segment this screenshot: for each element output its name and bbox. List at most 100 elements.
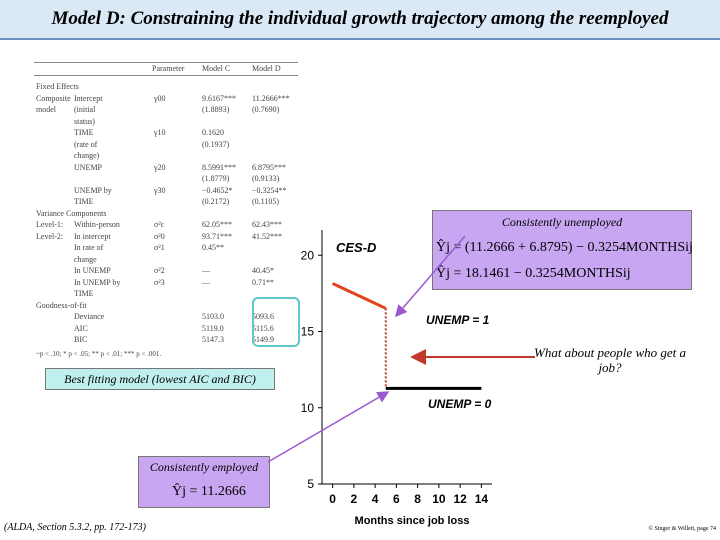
table-cell-label: Level-2: [36,231,64,241]
table-cell-c: — [202,266,210,275]
table-cell-sub: UNEMP by [74,185,112,195]
y-tick-label: 5 [307,477,314,491]
table-cell-sub: Within-person [74,220,120,229]
table-header-model-c: Model C [202,64,231,73]
slide-title-bar: Model D: Constraining the individual gro… [0,0,720,40]
y-tick-label: 20 [301,248,315,262]
table-cell-label: model [36,105,56,114]
table-cell-c: 0.1620 [202,128,224,137]
table-cell-sub: In rate of [74,243,104,252]
table-cell-label: Level-1: [36,220,64,229]
table-cell-sub: Deviance [74,312,105,321]
x-tick-label: 8 [414,492,421,506]
table-cell-sub: status) [74,116,95,126]
table-cell-sub: TIME [74,197,94,206]
table-cell-sub: UNEMP [74,162,103,172]
table-cell-sub: (rate of [74,139,98,149]
table-cell-d: 11.2666*** [252,93,290,103]
table-cell-d: 41.52*** [252,231,282,241]
table-cell-sub: TIME [74,128,94,137]
table-cell-sub: In UNEMP by [74,277,121,287]
table-header-rule [34,62,298,76]
table-cell-param: σ²ε [154,220,165,229]
best-model-text: Best fitting model (lowest AIC and BIC) [64,371,256,386]
x-tick-label: 6 [393,492,400,506]
table-cell-c: −0.4652* [202,185,233,195]
table-cell-d: 5093.6 [252,312,274,321]
table-cell-label: Fixed Effects [36,82,79,91]
table-cell-sub: BIC [74,335,88,344]
table-cell-d: 5115.6 [252,323,274,333]
table-cell-param: γ00 [154,93,166,103]
table-cell-label: Composite [36,93,71,103]
best-model-callout: Best fitting model (lowest AIC and BIC) [45,368,275,390]
unemployed-equation-1: Ŷj = (11.2666 + 6.8795) − 0.3254MONTHSij [436,240,693,255]
unemployed-title: Consistently unemployed [501,215,623,229]
unemployed-callout: Consistently unemployed [432,210,692,290]
table-cell-c: 0.45** [202,243,224,252]
table-cell-c: (0.1937) [202,139,230,149]
table-cell-d: 62.43*** [252,220,282,229]
table-cell-c: — [202,277,210,287]
table-header-model-d: Model D [252,64,281,73]
x-tick-label: 2 [351,492,358,506]
aic-bic-highlight [252,297,300,347]
table-header-parameter: Parameter [152,64,185,73]
table-cell-param: γ30 [154,185,166,195]
x-tick-label: 14 [475,492,489,506]
y-tick-label: 10 [301,401,315,415]
table-cell-label: Goodness-of-fit [36,300,87,310]
employed-equation: Ŷj = 11.2666 [172,484,246,499]
table-cell-sub: change) [74,151,100,160]
footer-citation: (ALDA, Section 5.3.2, pp. 172-173) [4,522,146,533]
x-tick-label: 12 [453,492,467,506]
employed-title: Consistently employed [149,460,259,474]
table-cell-c: 5147.3 [202,335,224,344]
y-axis-label: CES-D [336,240,377,255]
table-cell-sub: TIME [74,289,94,298]
table-cell-d: −0.3254** [252,185,287,195]
series-label-unemp1: UNEMP = 1 [426,313,490,327]
table-cell-c: (1.8779) [202,174,230,183]
job-question-callout: What about people who get a job? [528,335,692,385]
table-cell-sub: (initial [74,105,96,114]
table-cell-param: σ²1 [154,243,165,252]
table-cell-sub: In intercept [74,231,111,241]
employed-callout: Consistently employed [138,456,270,508]
table-cell-sub: change [74,254,97,264]
y-tick-label: 15 [301,325,315,339]
table-cell-d: 6.8795*** [252,162,286,172]
table-cell-c: 5103.0 [202,312,224,321]
table-cell-param: σ²3 [154,277,165,287]
table-cell-param: σ²0 [154,231,165,241]
table-cell-c: 8.5991*** [202,162,236,172]
parameter-table: Parameter Model C Model D Fixed Effects C… [34,56,298,358]
footer-copyright: © Singer & Willett, page 74 [648,526,716,532]
table-cell-label: Variance Components [36,208,107,218]
table-cell-c: 62.05*** [202,220,232,229]
table-cell-param: γ20 [154,162,166,172]
table-cell-param: γ10 [154,128,166,137]
table-cell-sub: In UNEMP [74,266,111,275]
table-cell-param: σ²2 [154,266,165,275]
x-tick-label: 10 [432,492,446,506]
job-question-text: What about people who get a job? [533,345,686,375]
series-line-unemp1 [331,282,387,310]
table-cell-c: 9.6167*** [202,93,236,103]
table-footnote: ~p < .10; * p < .05; ** p < .01; *** p <… [36,350,162,358]
series-label-unemp0: UNEMP = 0 [428,397,492,411]
unemployed-equation-2: Ŷj = 18.1461 − 0.3254MONTHSij [436,266,631,281]
x-tick-label: 4 [372,492,379,506]
table-cell-d: (0.1105) [252,197,280,206]
table-cell-sub: Intercept [74,93,103,103]
table-cell-c: (0.2172) [202,197,230,206]
x-tick-label: 0 [329,492,336,506]
table-cell-d: 40.45* [252,266,274,275]
slide-title: Model D: Constraining the individual gro… [51,8,669,29]
table-cell-d: 5149.9 [252,335,274,344]
table-cell-c: (1.8893) [202,105,230,114]
table-cell-sub: AIC [74,323,88,333]
x-axis-label: Months since job loss [355,515,470,527]
employed-arrow [267,391,390,463]
table-cell-d: (0.7690) [252,105,280,114]
